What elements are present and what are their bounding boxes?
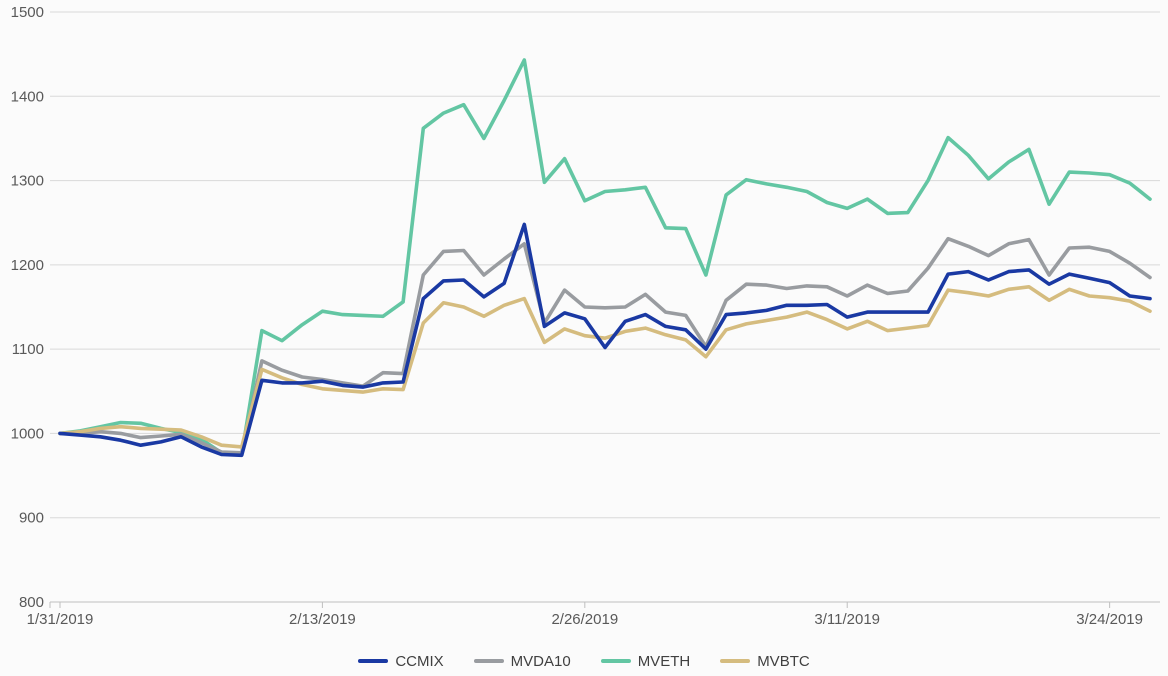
x-axis-tick-label: 1/31/2019 xyxy=(27,611,94,628)
legend-swatch-ccmix xyxy=(358,659,389,663)
chart-legend: CCMIX MVDA10 MVETH MVBTC xyxy=(0,649,1168,673)
y-axis-tick-label: 800 xyxy=(19,594,44,611)
y-axis-tick-label: 900 xyxy=(19,510,44,527)
y-axis-tick-label: 1100 xyxy=(12,341,44,358)
legend-item-mvda10: MVDA10 xyxy=(473,652,571,670)
legend-item-mveth: MVETH xyxy=(600,652,691,670)
legend-swatch-mveth xyxy=(600,659,631,663)
x-axis-tick-label: 3/11/2019 xyxy=(814,611,880,628)
chart-canvas: 800 900 1000 1100 1200 1300 1400 1500 1/31/2019 2… xyxy=(11,4,1160,628)
legend-item-mvbtc: MVBTC xyxy=(720,653,810,670)
y-axis-tick-label: 1500 xyxy=(11,4,44,21)
series-line-mvbtc xyxy=(58,284,1152,449)
legend-label: MVETH xyxy=(637,652,691,670)
legend-label: MVBTC xyxy=(757,652,810,670)
legend-label: CCMIX xyxy=(395,652,444,670)
x-axis-tick-label: 3/24/2019 xyxy=(1076,611,1143,628)
x-axis-tick-label: 2/13/2019 xyxy=(289,611,356,628)
y-axis-tick-label: 1200 xyxy=(11,257,44,274)
y-axis-tick-label: 1000 xyxy=(11,425,44,442)
series-line-ccmix xyxy=(58,222,1152,458)
y-axis-tick-label: 1400 xyxy=(11,88,44,105)
legend-item-ccmix: CCMIX xyxy=(358,652,444,670)
y-axis-tick-label: 1300 xyxy=(11,173,44,190)
legend-label: MVDA10 xyxy=(510,652,571,670)
legend-swatch-mvbtc xyxy=(720,659,751,663)
x-axis-tick-label: 2/26/2019 xyxy=(551,611,618,628)
series-line-mveth xyxy=(58,58,1152,457)
legend-swatch-mvda10 xyxy=(473,659,504,663)
